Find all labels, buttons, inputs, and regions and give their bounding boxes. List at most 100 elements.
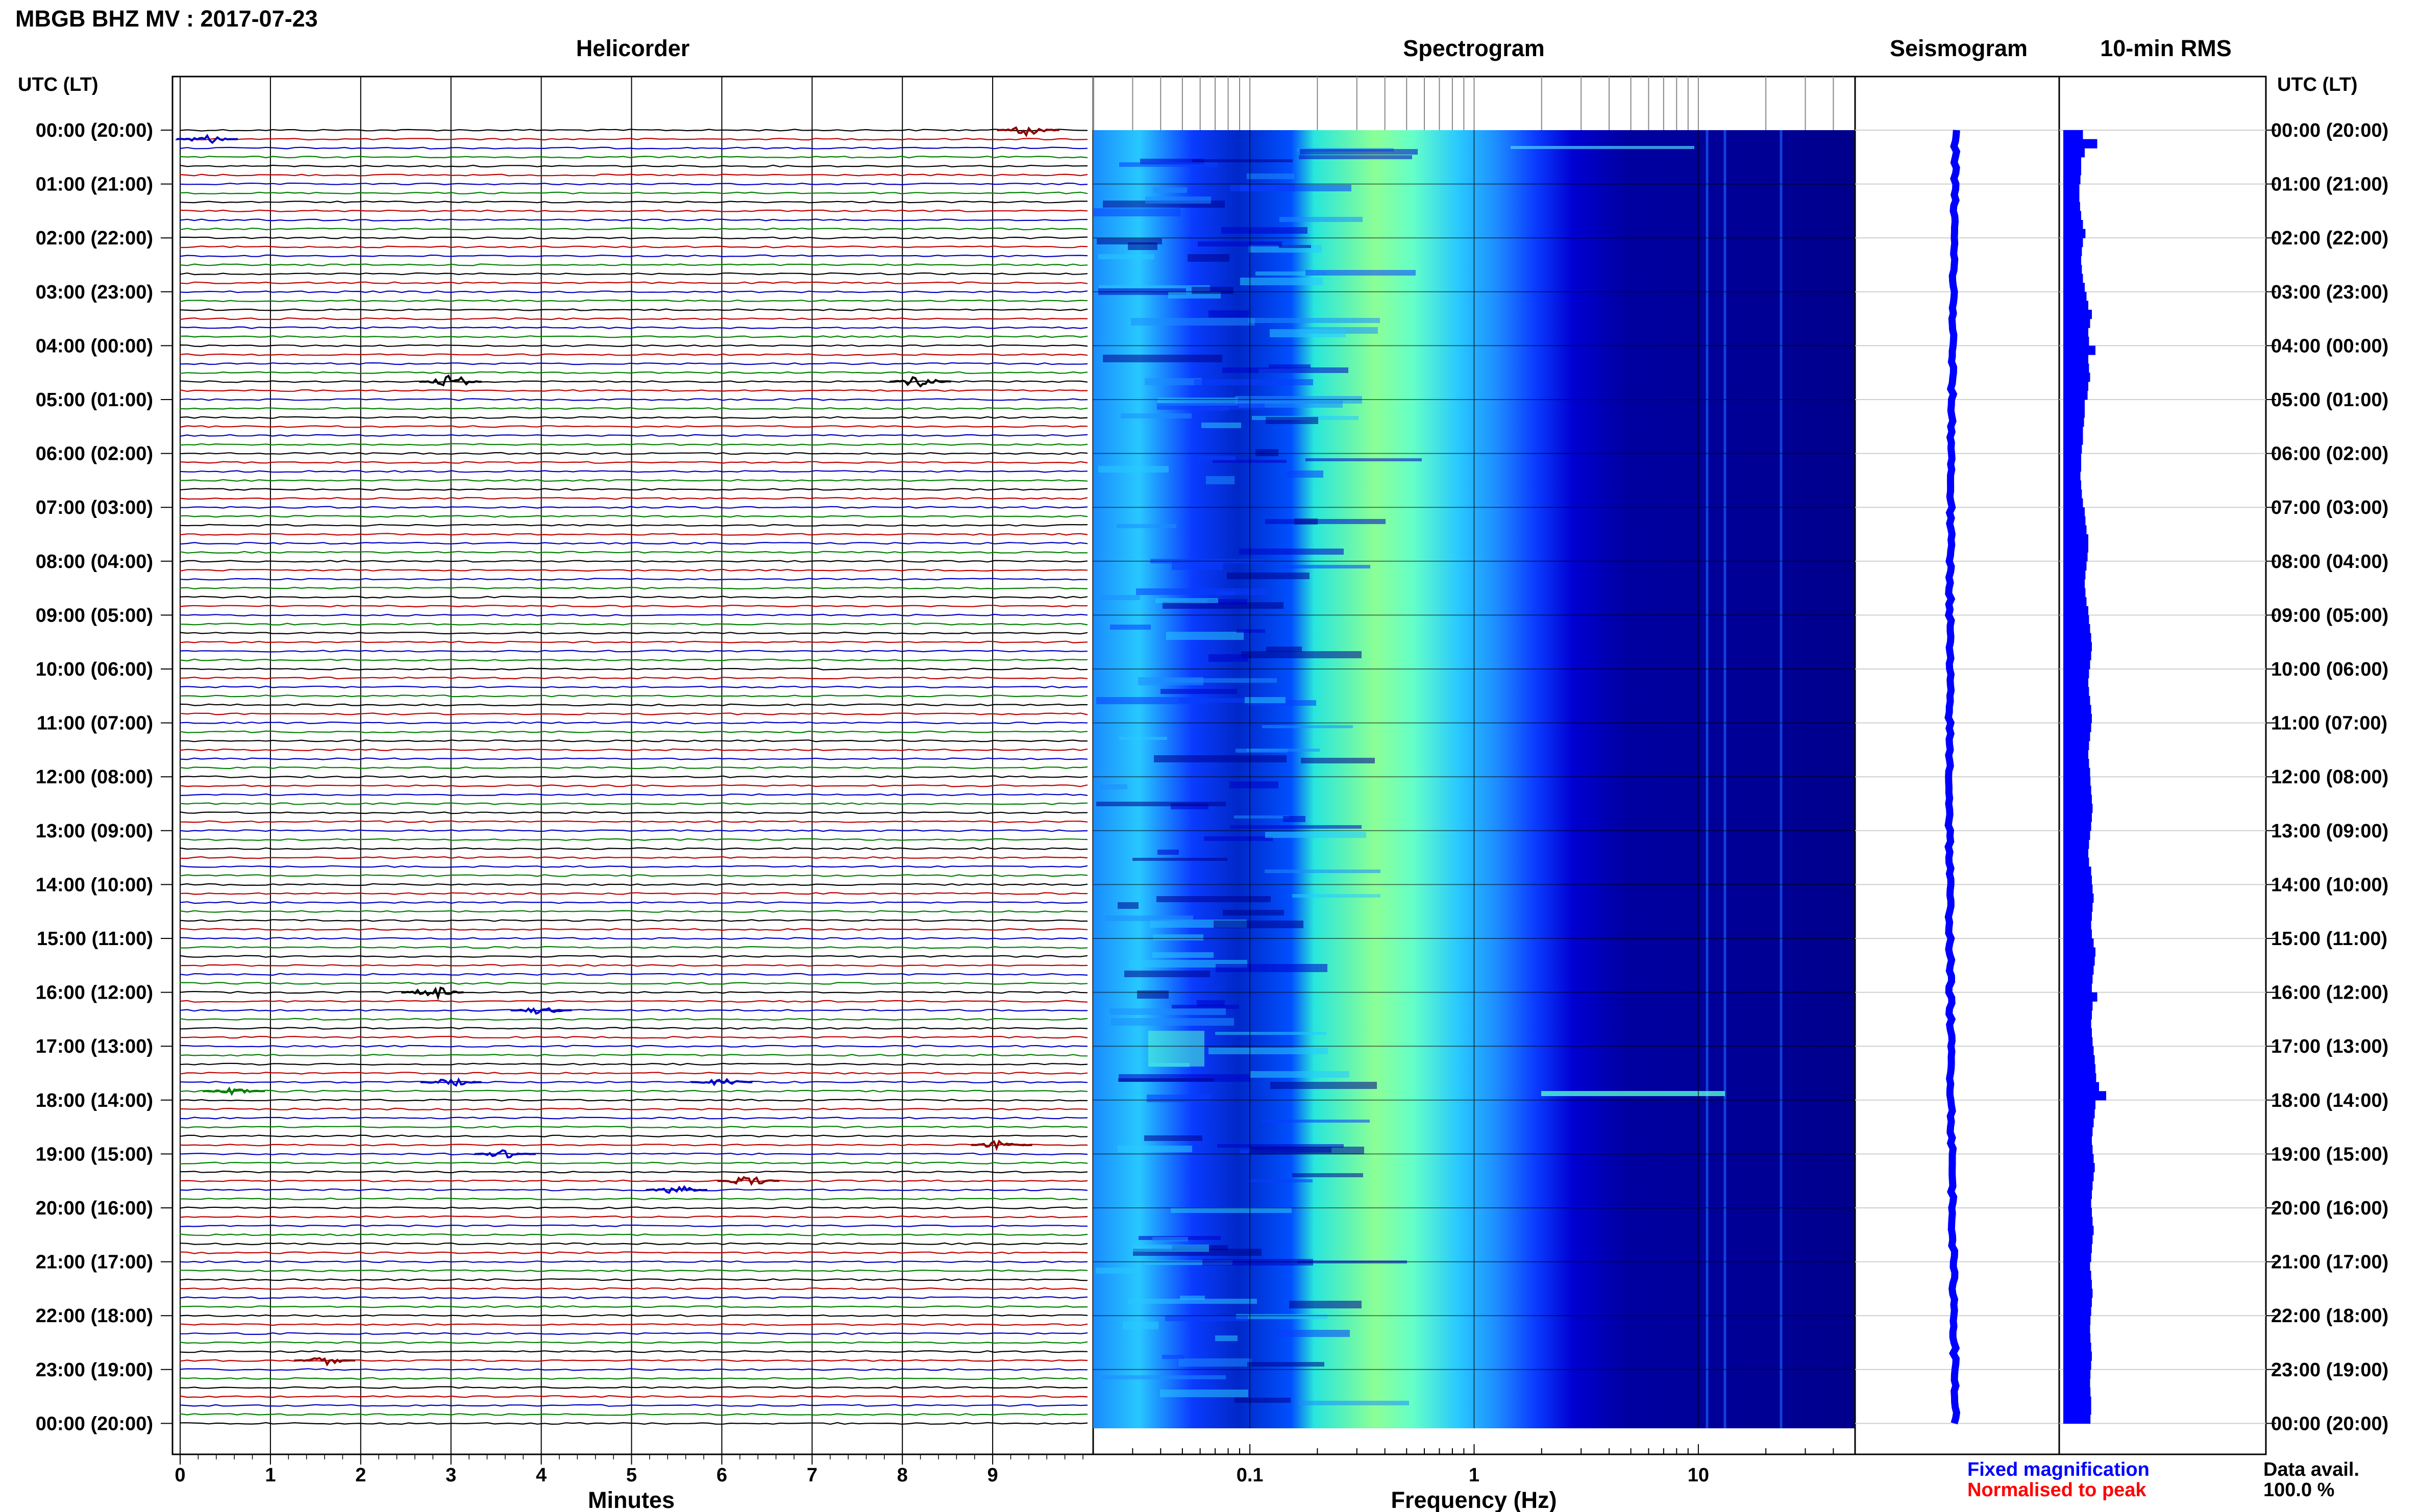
helicorder-trace-line [180, 1197, 1088, 1201]
helicorder-trace-line [179, 964, 1088, 967]
rms-bar [2063, 1279, 2092, 1289]
rms-bar [2063, 561, 2087, 571]
spectrogram-texture [1119, 162, 1218, 167]
spectrogram-texture [1140, 159, 1204, 164]
spectrogram-texture [1118, 902, 1139, 909]
rms-panel [2058, 76, 2267, 1455]
hour-label-left: 00:00 (20:00) [36, 120, 153, 141]
spectrogram-texture [1123, 1322, 1158, 1329]
helicorder-trace-line [179, 892, 1088, 895]
rms-bar [2063, 1163, 2095, 1173]
hour-label-left: 09:00 (05:00) [36, 605, 153, 626]
helicorder-trace-line [179, 281, 1088, 284]
spectrogram-texture [1266, 647, 1302, 652]
rms-bar [2063, 1028, 2092, 1038]
helicorder-trace-line [179, 1422, 1088, 1425]
helicorder-event [690, 1078, 753, 1086]
helicorder-event [510, 1007, 572, 1015]
rms-bar [2063, 1387, 2091, 1397]
helicorder-x-tick-label: 3 [446, 1465, 456, 1486]
helicorder-trace-line [179, 650, 1088, 653]
hour-label-right: 04:00 (00:00) [2271, 335, 2388, 357]
rms-bar [2063, 291, 2087, 301]
rms-bar [2063, 408, 2085, 418]
helicorder-trace-line [179, 506, 1088, 509]
rms-bar [2063, 229, 2086, 238]
rms-bar [2063, 902, 2093, 912]
helicorder-trace-line [179, 560, 1088, 563]
spectrogram-texture [1245, 697, 1286, 703]
spectrogram-texture [1262, 1120, 1370, 1123]
spectrogram-event-streak [1541, 1091, 1725, 1096]
helicorder-trace-line [179, 209, 1088, 213]
rms-bar [2063, 363, 2089, 373]
rms-bar [2063, 588, 2086, 598]
hour-label-left: 04:00 (00:00) [36, 335, 153, 357]
rms-bar [2063, 875, 2092, 885]
rms-bar [2063, 866, 2091, 876]
spectrogram-texture [1265, 519, 1386, 524]
rms-bar [2063, 1118, 2094, 1128]
spectrogram-texture [1214, 921, 1303, 928]
helicorder-trace-line [179, 667, 1088, 671]
spectrogram-texture [1128, 1299, 1257, 1304]
rms-bar [2063, 812, 2092, 822]
helicorder-trace-line [179, 802, 1088, 805]
helicorder-trace-line [179, 1161, 1088, 1164]
helicorder-trace-line [179, 883, 1088, 886]
hour-label-right: 19:00 (15:00) [2271, 1144, 2388, 1165]
helicorder-trace-line [179, 1323, 1088, 1326]
helicorder-trace-line [179, 919, 1088, 922]
rms-bar [2063, 355, 2088, 364]
spectrogram-texture [1300, 149, 1418, 155]
hour-label-right: 10:00 (06:00) [2271, 659, 2388, 680]
rms-bar [2063, 543, 2088, 553]
helicorder-trace-line [179, 578, 1088, 581]
spectrogram-texture [1305, 458, 1422, 461]
rms-bar [2063, 1154, 2094, 1163]
helicorder-trace-line [179, 389, 1088, 392]
spectrogram-texture [1255, 271, 1326, 276]
spectrogram-texture [1208, 310, 1249, 317]
spectrogram-texture [1156, 896, 1271, 902]
helicorder-trace-line [179, 1035, 1088, 1039]
hour-label-right: 11:00 (07:00) [2271, 713, 2387, 734]
helicorder-trace-line [179, 676, 1088, 680]
rms-bar [2063, 1010, 2092, 1020]
rms-bar [2063, 678, 2088, 687]
rms-bar [2063, 1343, 2091, 1352]
hour-label-right: 16:00 (12:00) [2271, 982, 2388, 1004]
rms-bar [2063, 687, 2089, 697]
hour-label-right: 05:00 (01:00) [2271, 389, 2388, 411]
rms-bar [2063, 759, 2089, 769]
rms-bar [2063, 714, 2092, 724]
hour-label-right: 00:00 (20:00) [2271, 120, 2388, 141]
spectrogram-x-tick-label: 10 [1688, 1465, 1709, 1486]
helicorder-trace-line [179, 479, 1088, 482]
spectrogram-texture [1234, 815, 1289, 819]
helicorder-trace-line [179, 739, 1088, 742]
rms-bar [2063, 1019, 2091, 1029]
spectrogram-texture [1153, 187, 1187, 193]
spectrogram-texture [1160, 1390, 1248, 1397]
hour-label-left: 12:00 (08:00) [36, 766, 153, 788]
helicorder-trace-line [179, 955, 1088, 958]
helicorder-event [473, 1149, 536, 1159]
rms-bar [2063, 184, 2080, 193]
helicorder-trace-line [179, 156, 1088, 159]
helicorder-trace-line [179, 811, 1088, 814]
frequency-axis-label: Frequency (Hz) [1391, 1487, 1557, 1512]
legend-normalised-to-peak: Normalised to peak [1967, 1479, 2146, 1501]
spectrogram-texture [1188, 254, 1229, 262]
helicorder-x-tick-label: 6 [717, 1465, 727, 1486]
helicorder-trace-line [179, 371, 1088, 374]
spectrogram-texture [1145, 196, 1211, 204]
rms-bar [2063, 1127, 2093, 1136]
spectrogram-panel [1092, 76, 1856, 1455]
helicorder-x-tick-label: 4 [536, 1465, 547, 1486]
helicorder-trace-line [179, 928, 1088, 931]
spectrogram-title: Spectrogram [1403, 35, 1545, 61]
hour-label-left: 19:00 (15:00) [36, 1144, 153, 1165]
hour-label-right: 13:00 (09:00) [2271, 821, 2388, 842]
